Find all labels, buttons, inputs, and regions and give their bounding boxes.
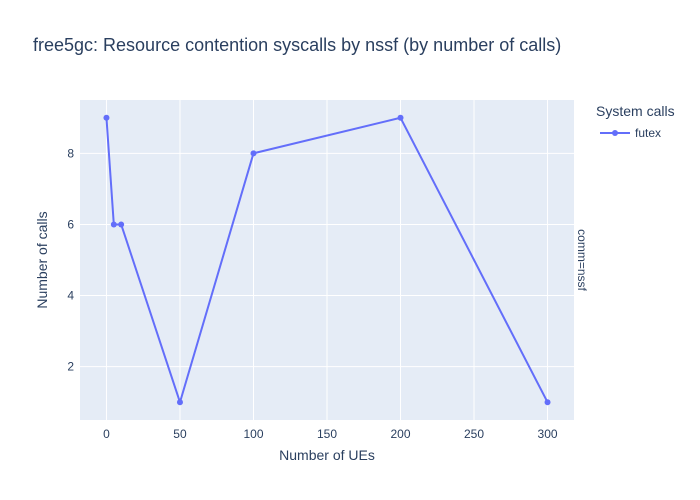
legend: System calls futex bbox=[596, 103, 675, 140]
x-tick-label: 250 bbox=[464, 427, 484, 441]
data-point bbox=[397, 114, 404, 121]
y-tick-label: 4 bbox=[67, 289, 74, 303]
chart-title: free5gc: Resource contention syscalls by… bbox=[33, 35, 561, 55]
y-axis-title: Number of calls bbox=[34, 211, 50, 308]
y-tick-label: 6 bbox=[67, 217, 74, 231]
y-tick-label: 8 bbox=[67, 146, 74, 160]
x-tick-label: 50 bbox=[173, 427, 187, 441]
legend-item-futex[interactable]: futex bbox=[600, 126, 661, 140]
legend-swatch-marker bbox=[612, 130, 618, 136]
x-tick-label: 300 bbox=[538, 427, 558, 441]
x-tick-label: 200 bbox=[390, 427, 410, 441]
data-point bbox=[544, 399, 551, 406]
data-point bbox=[250, 150, 257, 157]
y-tick-label: 2 bbox=[67, 360, 74, 374]
x-axis-title: Number of UEs bbox=[279, 447, 375, 463]
data-point bbox=[176, 399, 183, 406]
x-tick-label: 150 bbox=[317, 427, 337, 441]
data-point bbox=[110, 221, 117, 228]
legend-label: futex bbox=[635, 126, 661, 140]
data-point bbox=[103, 114, 110, 121]
x-axis-ticks: 0 50 100 150 200 250 300 bbox=[103, 427, 558, 441]
series-layer bbox=[103, 114, 551, 406]
x-tick-label: 0 bbox=[103, 427, 110, 441]
data-point bbox=[118, 221, 125, 228]
x-tick-label: 100 bbox=[243, 427, 263, 441]
facet-label: comm=nssf bbox=[575, 229, 589, 291]
y-axis-ticks: 2 4 6 8 bbox=[67, 146, 74, 373]
legend-title: System calls bbox=[596, 103, 675, 119]
